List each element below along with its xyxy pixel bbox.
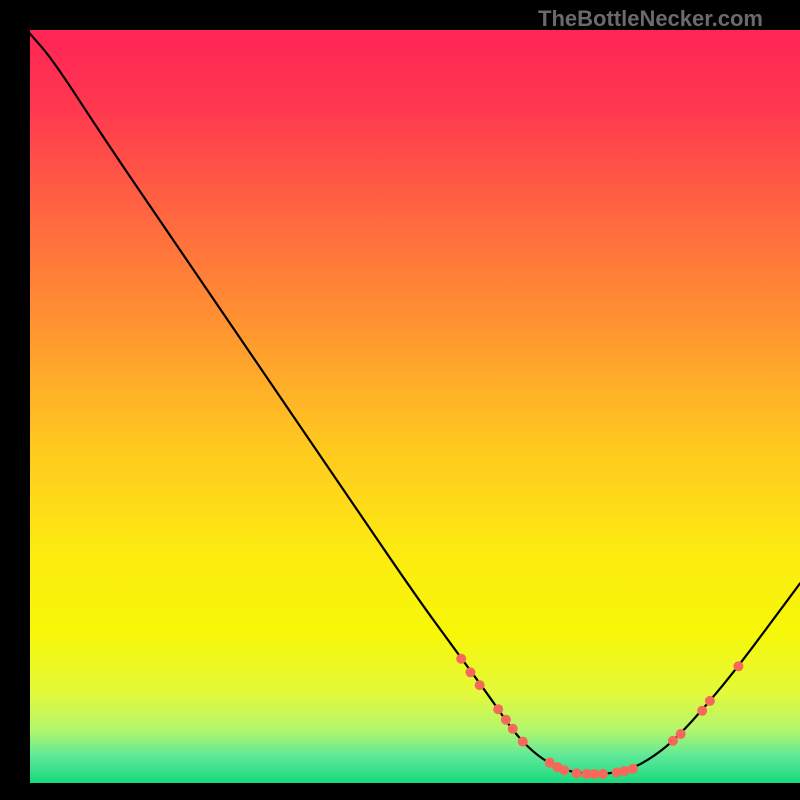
marker-dot — [518, 737, 528, 747]
marker-dot — [456, 654, 466, 664]
watermark-text: TheBottleNecker.com — [538, 6, 763, 32]
marker-dot — [598, 769, 608, 779]
chart-plot-area — [30, 30, 800, 783]
marker-dot — [697, 706, 707, 716]
marker-dot — [508, 724, 518, 734]
marker-dot — [465, 667, 475, 677]
marker-dot — [668, 736, 678, 746]
marker-dot — [501, 715, 511, 725]
bottleneck-curve — [30, 34, 800, 774]
marker-dot — [619, 766, 629, 776]
marker-dot — [493, 704, 503, 714]
marker-dot — [559, 765, 569, 775]
marker-dot — [628, 764, 638, 774]
marker-dot — [705, 696, 715, 706]
marker-dot — [475, 680, 485, 690]
marker-dot — [676, 729, 686, 739]
chart-svg — [30, 30, 800, 783]
marker-dot — [733, 661, 743, 671]
curve-markers — [456, 654, 743, 779]
marker-dot — [572, 768, 582, 778]
